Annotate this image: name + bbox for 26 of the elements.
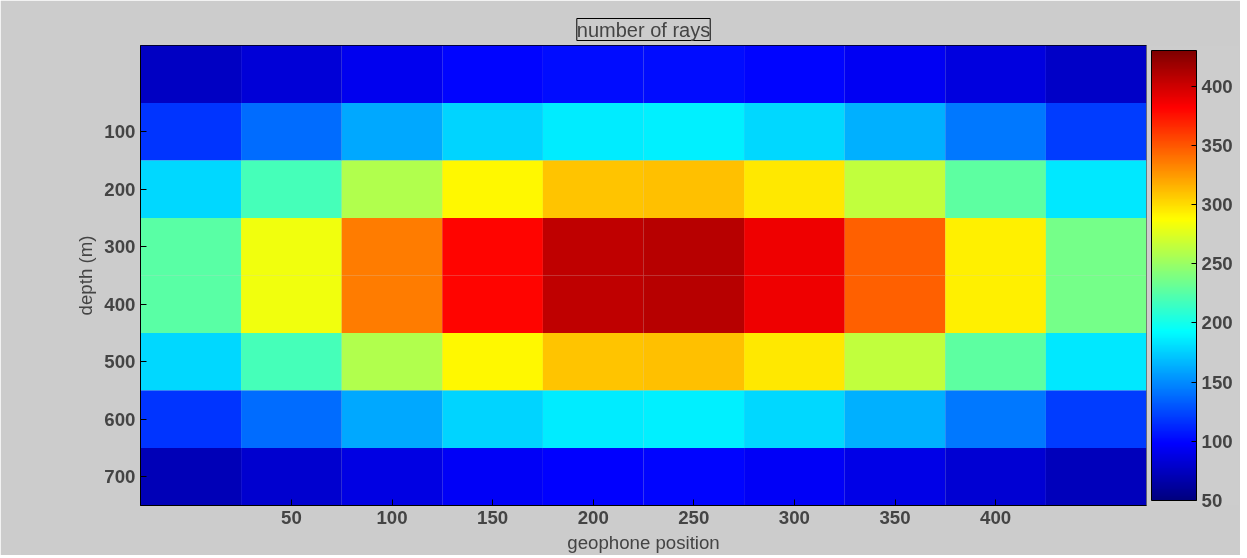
y-tick-label: 700 xyxy=(104,466,136,488)
x-tick-label: 350 xyxy=(879,506,911,528)
color-bar-label: 200 xyxy=(1201,312,1233,334)
x-tick-label: 100 xyxy=(376,506,408,528)
x-tick-label: 50 xyxy=(281,506,302,528)
y-tick-label: 100 xyxy=(104,121,136,143)
y-tick-label: 500 xyxy=(104,351,136,373)
x-tick-label: 250 xyxy=(678,506,710,528)
color-bar-label: 150 xyxy=(1201,371,1233,393)
x-tick-label: 200 xyxy=(577,506,609,528)
x-axis-title: geophone position xyxy=(567,531,720,553)
y-tick-label: 300 xyxy=(104,236,136,258)
color-bar-label: 300 xyxy=(1201,193,1233,215)
color-bar-label: 100 xyxy=(1201,430,1233,452)
color-bar-label: 350 xyxy=(1201,134,1233,156)
x-tick-label: 300 xyxy=(778,506,810,528)
chart-title: number of rays xyxy=(576,18,711,41)
y-tick-label: 200 xyxy=(104,178,136,200)
y-tick-label: 400 xyxy=(104,293,136,315)
color-bar-label: 50 xyxy=(1201,490,1223,511)
color-bar-label: 400 xyxy=(1201,75,1233,97)
y-axis-title: depth (m) xyxy=(75,235,97,316)
x-tick-label: 400 xyxy=(980,506,1012,528)
y-tick-label: 600 xyxy=(104,408,136,430)
x-tick-label: 150 xyxy=(477,506,509,528)
color-bar-label: 250 xyxy=(1201,253,1233,275)
